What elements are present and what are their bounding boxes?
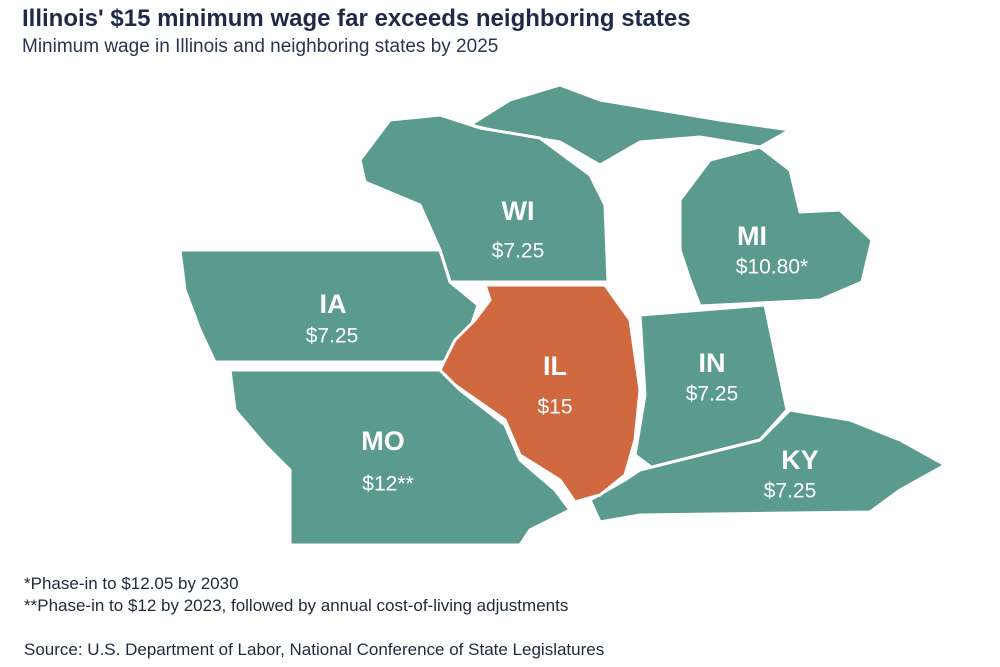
state-mi — [678, 145, 874, 308]
state-abbr: WI — [502, 196, 535, 226]
state-mo — [228, 368, 572, 547]
state-abbr: KY — [781, 445, 819, 475]
title: Illinois' $15 minimum wage far exceeds n… — [22, 5, 691, 32]
subtitle: Minimum wage in Illinois and neighboring… — [22, 36, 498, 57]
state-abbr: MO — [361, 426, 405, 456]
state-wage: $7.25 — [764, 480, 817, 503]
labels: WI $7.25 MI $10.80* IA $7.25 IL $15 IN $… — [306, 196, 819, 502]
state-mi-upper — [468, 83, 792, 167]
state-wage: $15 — [537, 396, 572, 419]
state-wage: $7.25 — [686, 383, 739, 406]
state-ky — [588, 408, 947, 524]
state-abbr: MI — [737, 221, 767, 251]
state-abbr: IA — [320, 289, 347, 319]
state-abbr: IL — [543, 351, 567, 381]
state-abbr: IN — [699, 348, 726, 378]
state-wage: $10.80* — [736, 256, 808, 279]
state-il — [438, 283, 642, 504]
state-wage: $7.25 — [492, 240, 545, 263]
state-wage: $12** — [362, 473, 413, 496]
states — [178, 83, 947, 547]
state-wage: $7.25 — [306, 325, 359, 348]
footnote: *Phase-in to $12.05 by 2030 — [24, 574, 239, 593]
source: Source: U.S. Department of Labor, Nation… — [24, 640, 604, 659]
footnote: **Phase-in to $12 by 2023, followed by a… — [24, 596, 568, 615]
state-wi — [358, 113, 610, 284]
